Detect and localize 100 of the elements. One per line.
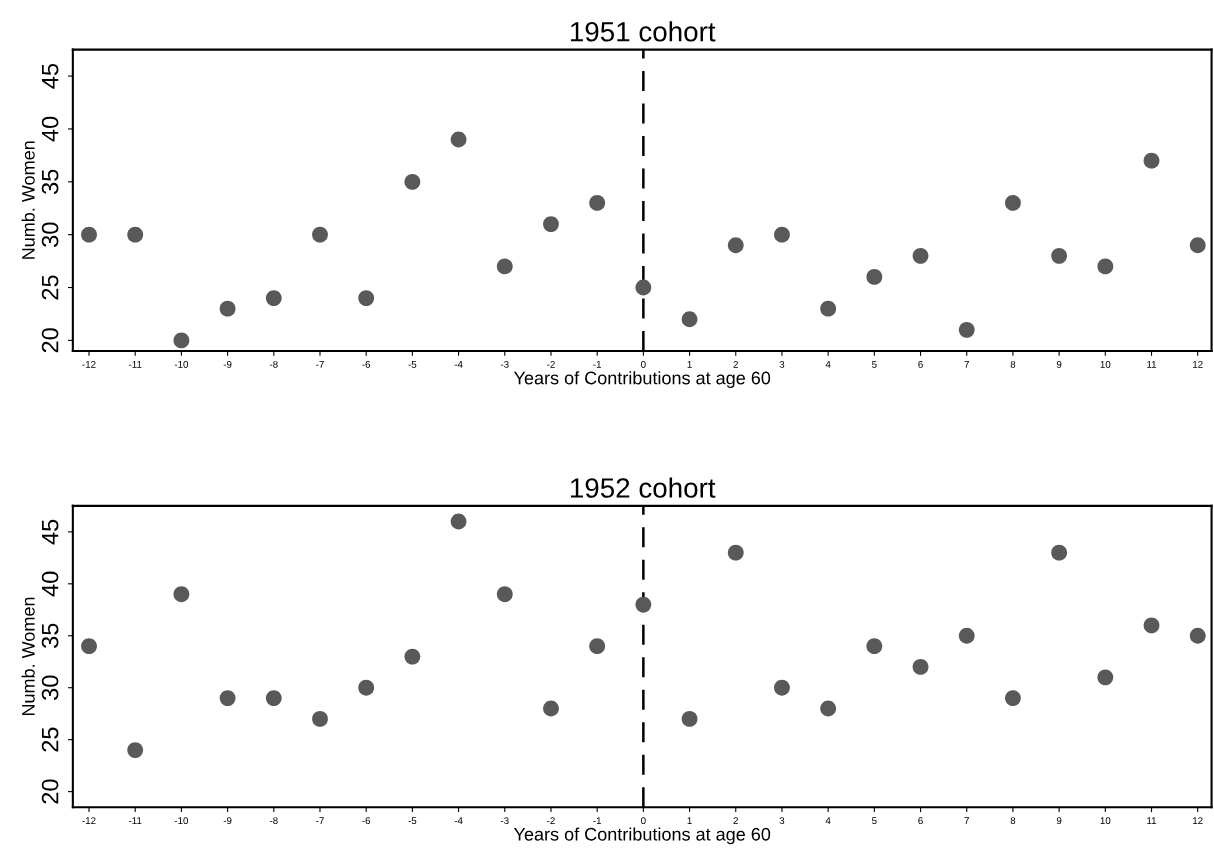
point bbox=[820, 300, 837, 317]
point bbox=[681, 710, 698, 727]
point bbox=[1143, 152, 1160, 169]
x-tick-label: 10 bbox=[1100, 817, 1111, 825]
y-tick-label: 30 bbox=[41, 222, 59, 247]
x-tick-label: -2 bbox=[547, 360, 555, 368]
x-tick-label: 9 bbox=[1056, 360, 1062, 368]
x-tick-label: 3 bbox=[779, 817, 785, 825]
x-tick-label: 4 bbox=[825, 361, 831, 368]
y-tick-label: 40 bbox=[41, 571, 59, 597]
point bbox=[543, 700, 559, 717]
y-axis-title: Numb. Women bbox=[21, 597, 35, 716]
x-tick-label: -10 bbox=[174, 360, 189, 368]
x-tick-label: 7 bbox=[964, 361, 969, 368]
y-tick-label: 45 bbox=[41, 519, 59, 545]
x-tick-label: 8 bbox=[1010, 817, 1016, 825]
point bbox=[774, 226, 790, 243]
x-tick-label: 4 bbox=[825, 817, 831, 824]
x-tick-label: -1 bbox=[593, 817, 602, 824]
y-tick-label: 40 bbox=[41, 116, 59, 142]
x-tick-label: 8 bbox=[1010, 360, 1016, 368]
point bbox=[1189, 237, 1206, 254]
x-tick-label: -2 bbox=[547, 817, 555, 824]
x-tick-label: -9 bbox=[223, 360, 232, 368]
x-tick-label: 0 bbox=[641, 817, 646, 825]
x-tick-label: -8 bbox=[269, 817, 278, 825]
x-tick-label: 11 bbox=[1147, 817, 1157, 824]
point bbox=[173, 586, 190, 603]
x-tick-label: 11 bbox=[1147, 361, 1157, 368]
point bbox=[1051, 544, 1068, 561]
point bbox=[450, 513, 467, 530]
point bbox=[1097, 669, 1114, 686]
point bbox=[127, 742, 144, 758]
y-tick-label: 25 bbox=[41, 275, 59, 300]
x-tick-label: -11 bbox=[128, 361, 142, 368]
point bbox=[312, 226, 328, 243]
point bbox=[1097, 258, 1114, 275]
point bbox=[219, 300, 236, 317]
point bbox=[635, 596, 652, 613]
point bbox=[358, 679, 375, 696]
x-tick-label: 12 bbox=[1193, 817, 1203, 824]
point bbox=[127, 226, 144, 243]
x-tick-label: -6 bbox=[362, 817, 371, 825]
point bbox=[681, 311, 698, 328]
x-tick-label: -12 bbox=[82, 360, 96, 368]
x-tick-label: 5 bbox=[872, 361, 877, 368]
x-tick-label: 9 bbox=[1056, 817, 1062, 825]
point bbox=[958, 321, 975, 338]
x-tick-label: 2 bbox=[733, 817, 738, 824]
y-tick-label: 20 bbox=[41, 779, 59, 804]
point bbox=[589, 195, 606, 211]
x-tick-label: -9 bbox=[223, 817, 232, 825]
point bbox=[265, 690, 282, 707]
y-axis-title: Numb. Women bbox=[21, 141, 35, 259]
point bbox=[727, 237, 744, 254]
point bbox=[81, 638, 97, 655]
x-tick-label: -3 bbox=[500, 817, 509, 825]
x-axis-title: Years of Contributions at age 60 bbox=[513, 371, 771, 388]
point bbox=[81, 226, 97, 243]
x-tick-label: 3 bbox=[779, 360, 785, 368]
point bbox=[1005, 195, 1021, 211]
x-tick-label: -6 bbox=[362, 360, 371, 368]
point bbox=[820, 700, 837, 717]
x-tick-label: -7 bbox=[316, 361, 324, 368]
y-tick-label: 25 bbox=[41, 727, 59, 752]
chart-title: 1952 cohort bbox=[570, 477, 716, 498]
x-tick-label: -12 bbox=[82, 817, 96, 824]
point bbox=[1143, 617, 1160, 634]
point bbox=[496, 258, 513, 275]
y-tick-label: 35 bbox=[41, 623, 59, 648]
point bbox=[312, 710, 328, 727]
point bbox=[219, 690, 236, 707]
x-tick-label: 12 bbox=[1193, 360, 1203, 368]
y-tick-label: 30 bbox=[41, 675, 59, 700]
x-axis-title: Years of Contributions at age 60 bbox=[513, 827, 771, 845]
point bbox=[774, 679, 790, 696]
point bbox=[912, 659, 929, 675]
x-tick-label: -10 bbox=[174, 817, 189, 825]
x-tick-label: 0 bbox=[641, 360, 646, 368]
point bbox=[450, 131, 467, 148]
x-tick-label: 7 bbox=[964, 817, 969, 824]
point bbox=[1005, 690, 1021, 707]
x-tick-label: -5 bbox=[408, 817, 417, 825]
x-tick-label: 6 bbox=[918, 817, 923, 825]
x-tick-label: -4 bbox=[454, 817, 463, 824]
point bbox=[404, 173, 421, 190]
x-tick-label: 1 bbox=[687, 361, 692, 368]
point bbox=[727, 544, 744, 561]
x-tick-label: -11 bbox=[128, 817, 142, 824]
point bbox=[496, 586, 513, 603]
point bbox=[958, 627, 975, 644]
x-tick-label: -4 bbox=[454, 361, 463, 368]
point bbox=[589, 638, 606, 655]
point bbox=[404, 648, 421, 665]
x-tick-label: -1 bbox=[593, 361, 602, 368]
x-tick-label: -3 bbox=[500, 360, 509, 368]
x-tick-label: -5 bbox=[408, 361, 417, 368]
x-tick-label: 6 bbox=[918, 360, 923, 368]
point bbox=[635, 279, 652, 296]
x-tick-label: 5 bbox=[872, 817, 877, 825]
